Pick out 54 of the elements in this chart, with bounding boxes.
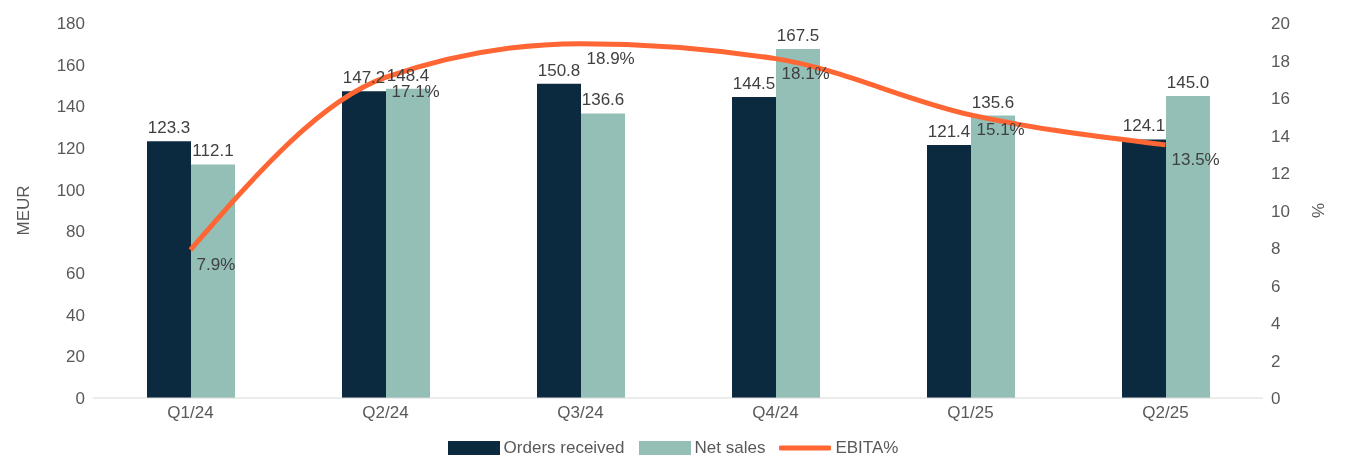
- x-tick-label: Q3/24: [557, 403, 604, 423]
- bar: [1122, 139, 1166, 398]
- data-label: 123.3: [147, 118, 191, 138]
- y-tick-label: 120: [56, 139, 85, 159]
- data-label: 124.1: [1122, 116, 1166, 136]
- data-label: 145.0: [1166, 72, 1210, 92]
- bar: [342, 91, 386, 398]
- data-label: 136.6: [581, 90, 625, 110]
- y2-tick-label: 14: [1271, 126, 1290, 146]
- bar: [927, 145, 971, 398]
- data-label: 121.4: [927, 122, 971, 142]
- bar: [581, 113, 625, 398]
- y2-axis-title: %: [1309, 202, 1329, 219]
- bar: [147, 141, 191, 398]
- legend-label: EBITA%: [835, 438, 899, 458]
- y2-tick-label: 18: [1271, 51, 1290, 71]
- y-tick-label: 0: [75, 389, 85, 409]
- y-tick-label: 160: [56, 55, 85, 75]
- data-label: 167.5: [776, 26, 820, 46]
- x-tick-label: Q1/24: [167, 403, 214, 423]
- y-tick-label: 40: [66, 305, 85, 325]
- y2-tick-label: 16: [1271, 89, 1290, 109]
- y-tick-label: 60: [66, 264, 85, 284]
- data-label: 144.5: [732, 73, 776, 93]
- y2-tick-label: 10: [1271, 201, 1290, 221]
- y2-tick-label: 4: [1271, 314, 1281, 334]
- y-tick-label: 140: [56, 97, 85, 117]
- bar: [191, 164, 235, 398]
- y-tick-label: 100: [56, 180, 85, 200]
- x-tick-label: Q2/25: [1142, 403, 1189, 423]
- x-tick-label: Q1/25: [947, 403, 994, 423]
- y-axis-title: MEUR: [14, 185, 34, 236]
- data-label: 112.1: [192, 141, 234, 161]
- data-label: 135.6: [971, 92, 1015, 112]
- y-tick-label: 180: [56, 14, 85, 34]
- y2-tick-label: 20: [1271, 14, 1290, 34]
- data-label: 147.2: [342, 68, 386, 88]
- data-label: 7.9%: [196, 254, 236, 274]
- bar: [732, 96, 776, 398]
- data-label: 148.4: [386, 65, 430, 85]
- y2-tick-label: 12: [1271, 164, 1290, 184]
- legend-label: Net sales: [694, 438, 766, 458]
- x-tick-label: Q2/24: [362, 403, 409, 423]
- y2-tick-label: 6: [1271, 276, 1281, 296]
- y-tick-label: 20: [66, 347, 85, 367]
- x-tick-label: Q4/24: [752, 403, 799, 423]
- y2-tick-label: 2: [1271, 351, 1281, 371]
- y-tick-label: 80: [66, 222, 85, 242]
- bar: [537, 83, 581, 398]
- data-label: 150.8: [537, 60, 581, 80]
- y2-tick-label: 0: [1271, 389, 1281, 409]
- data-label: 18.9%: [586, 48, 635, 68]
- y2-tick-label: 8: [1271, 239, 1281, 259]
- legend-label: Orders received: [503, 438, 625, 458]
